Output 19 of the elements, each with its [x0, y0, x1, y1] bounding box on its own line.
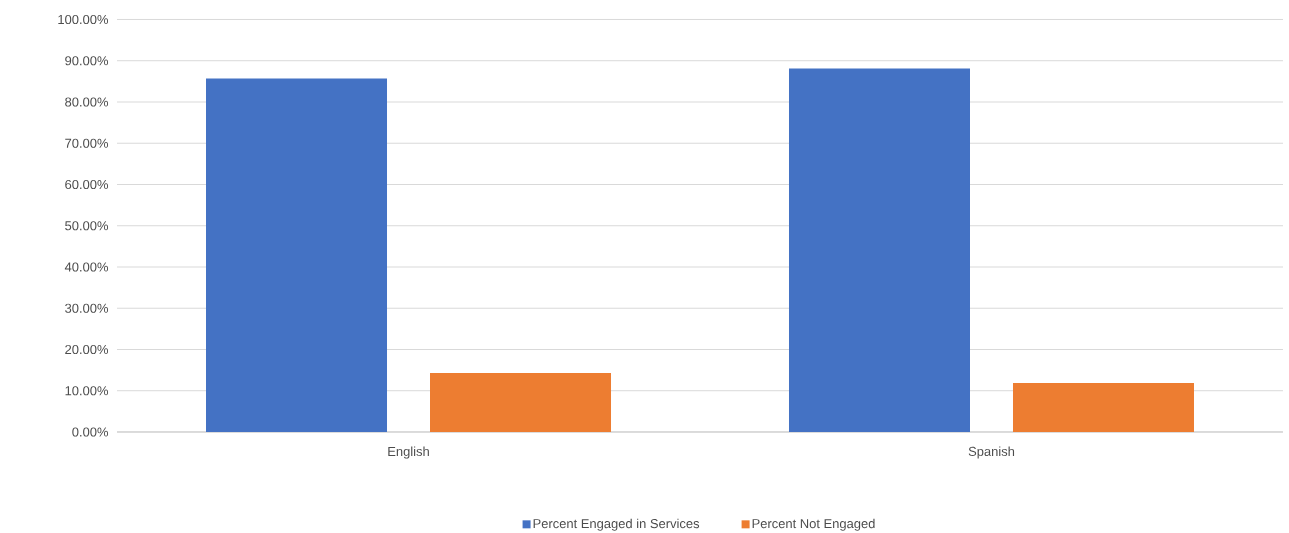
y-tick-label: 60.00% — [65, 179, 109, 190]
x-tick-label: English — [388, 446, 429, 459]
y-tick-label: 70.00% — [65, 138, 109, 148]
x-tick-label: Spanish — [968, 446, 1015, 459]
y-tick-label: 100.00% — [58, 14, 109, 25]
bar — [789, 68, 970, 432]
y-tick-label: 20.00% — [65, 344, 109, 355]
y-tick-label: 90.00% — [65, 56, 109, 66]
legend-label: Percent Not Engaged — [752, 518, 875, 531]
legend-label: Percent Engaged in Services — [533, 518, 700, 531]
bar — [1013, 382, 1194, 432]
y-tick-label: 80.00% — [65, 97, 109, 107]
y-tick-label: 50.00% — [65, 221, 109, 231]
bar — [430, 373, 612, 432]
y-tick-label: 40.00% — [64, 262, 109, 272]
y-tick-label: 30.00% — [65, 303, 109, 313]
bar — [206, 78, 388, 432]
y-tick-label: 0.00% — [72, 427, 109, 437]
y-tick-label: 10.00% — [65, 386, 109, 396]
